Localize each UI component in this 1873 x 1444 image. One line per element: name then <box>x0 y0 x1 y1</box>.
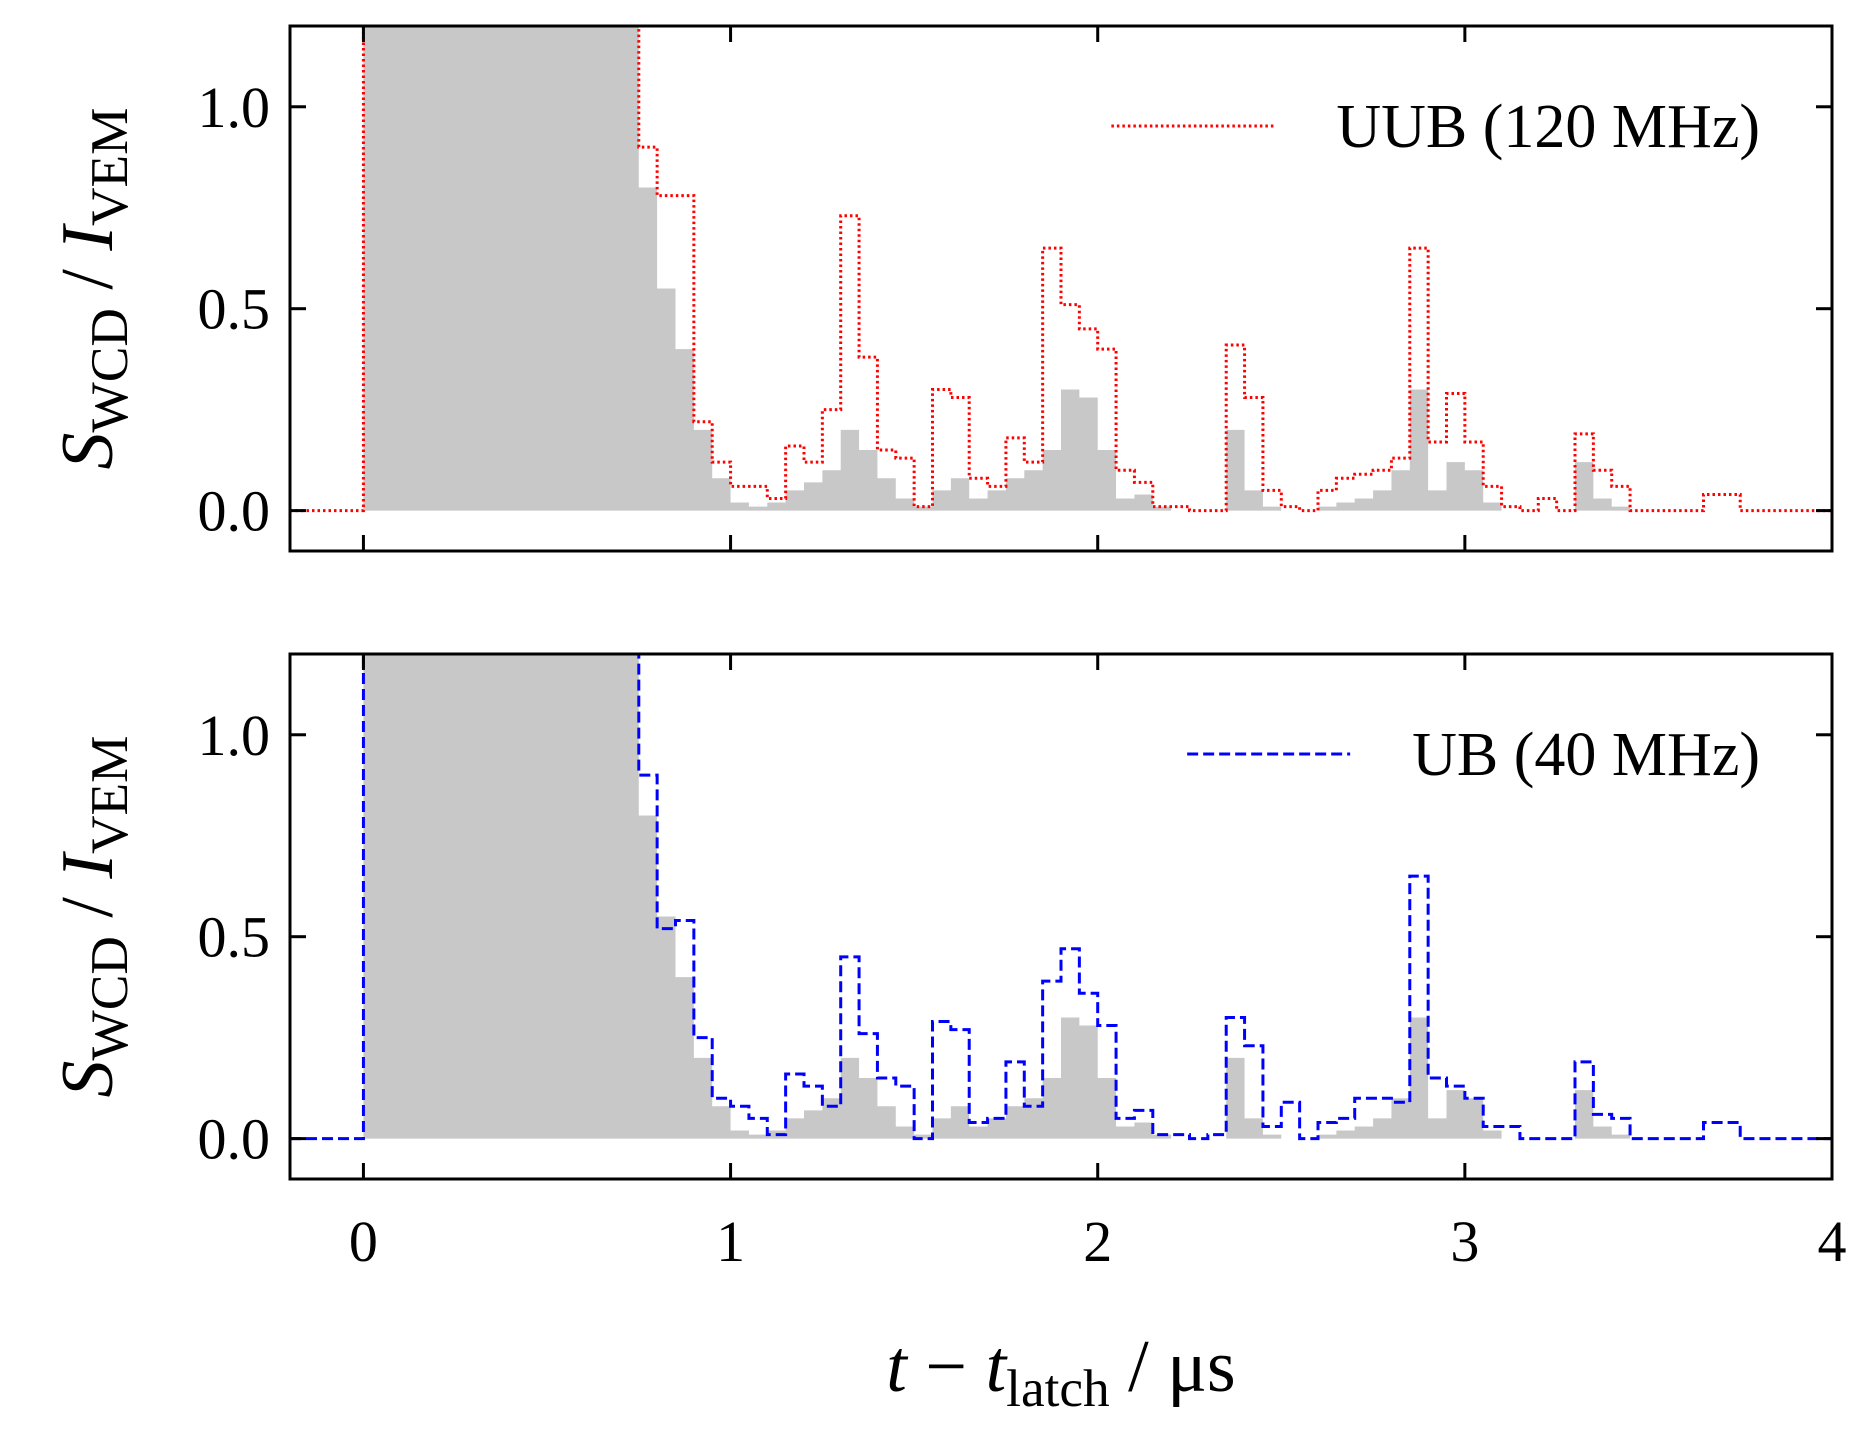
label-part: VEM <box>80 108 139 226</box>
y-tick-label: 1.0 <box>198 703 271 768</box>
y-tick-label: 0.5 <box>198 905 271 970</box>
legend-label: UUB (120 MHz) <box>1336 93 1760 161</box>
y-axis-label: SWCD / IVEM <box>47 108 139 470</box>
label-part: WCD <box>80 936 139 1060</box>
x-tick-label: 1 <box>716 1209 745 1274</box>
y-tick-label: 0.5 <box>198 277 271 342</box>
y-tick-label: 1.0 <box>198 75 271 140</box>
area <box>290 26 1832 511</box>
x-tick-label: 0 <box>349 1209 378 1274</box>
label-part: S <box>47 1060 129 1097</box>
label-part: − <box>907 1326 986 1408</box>
y-axis-label: SWCD / IVEM <box>47 736 139 1098</box>
label-part: t <box>886 1326 909 1408</box>
label-part: / μs <box>1110 1326 1236 1408</box>
y-tick-label: 0.0 <box>198 479 271 544</box>
label-part: / <box>47 879 129 937</box>
label-part: S <box>47 432 129 469</box>
x-tick-label: 4 <box>1818 1209 1847 1274</box>
line <box>290 26 1832 513</box>
label-part: VEM <box>80 736 139 854</box>
line <box>290 654 1832 1141</box>
frame <box>288 24 1834 553</box>
plot-area <box>290 26 1832 513</box>
x-tick-label: 2 <box>1083 1209 1112 1274</box>
x-axis-label: t − tlatch / μs <box>886 1326 1235 1418</box>
y-tick-label: 0.0 <box>198 1107 271 1172</box>
label-part: I <box>47 851 129 880</box>
legend-label: UB (40 MHz) <box>1412 721 1760 789</box>
panel: 0.0 0.5 1.0 SWCD / IVEM UUB (120 MHz) <box>47 24 1834 553</box>
plot-area <box>290 654 1832 1141</box>
label-part: t <box>986 1326 1009 1408</box>
label-part: WCD <box>80 308 139 432</box>
frame <box>288 652 1834 1181</box>
x-tick-label: 3 <box>1450 1209 1479 1274</box>
label-part: I <box>47 223 129 252</box>
label-part: / <box>47 251 129 309</box>
label-part: latch <box>1006 1359 1110 1418</box>
area <box>290 654 1832 1139</box>
